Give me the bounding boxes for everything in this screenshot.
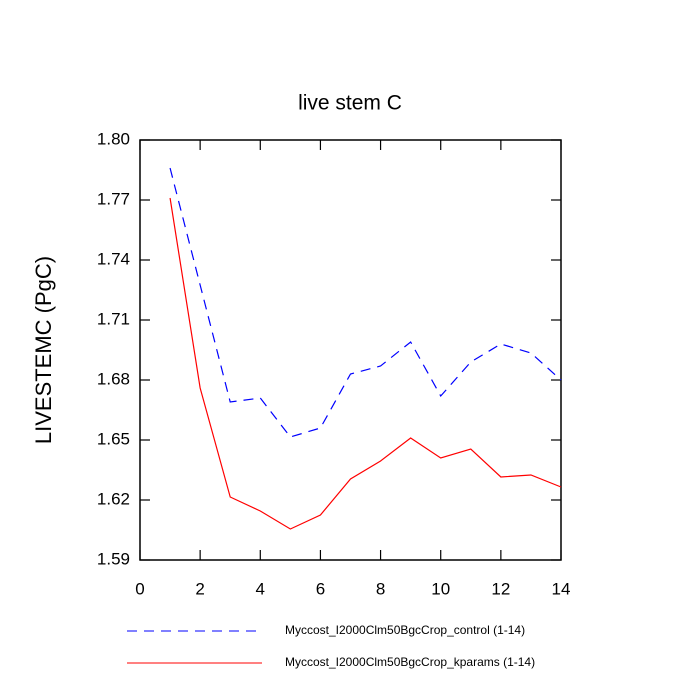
x-tick-label: 10 [431, 579, 450, 598]
x-tick-label: 4 [256, 579, 265, 598]
x-tick-label: 14 [552, 579, 571, 598]
y-tick-label: 1.77 [97, 189, 130, 208]
plot-frame [139, 139, 562, 561]
series-line [169, 167, 562, 438]
y-tick-label: 1.71 [97, 309, 130, 328]
x-tick-label: 12 [491, 579, 510, 598]
x-tick-label: 8 [376, 579, 385, 598]
series-line [169, 197, 562, 530]
x-tick-label: 2 [195, 579, 204, 598]
y-tick-label: 1.74 [97, 249, 130, 268]
chart-title: live stem C [298, 92, 402, 115]
legend-label: Myccost_I2000Clm50BgcCrop_control (1-14) [285, 623, 525, 637]
y-tick-label: 1.68 [97, 369, 130, 388]
y-tick-label: 1.59 [97, 549, 130, 568]
legend-label: Myccost_I2000Clm50BgcCrop_kparams (1-14) [285, 655, 535, 669]
x-tick-label: 6 [316, 579, 325, 598]
y-tick-label: 1.80 [97, 129, 130, 148]
y-tick-label: 1.62 [97, 489, 130, 508]
y-tick-label: 1.65 [97, 429, 130, 448]
x-tick-label: 0 [135, 579, 144, 598]
y-axis-label: LIVESTEMC (PgC) [31, 256, 56, 444]
